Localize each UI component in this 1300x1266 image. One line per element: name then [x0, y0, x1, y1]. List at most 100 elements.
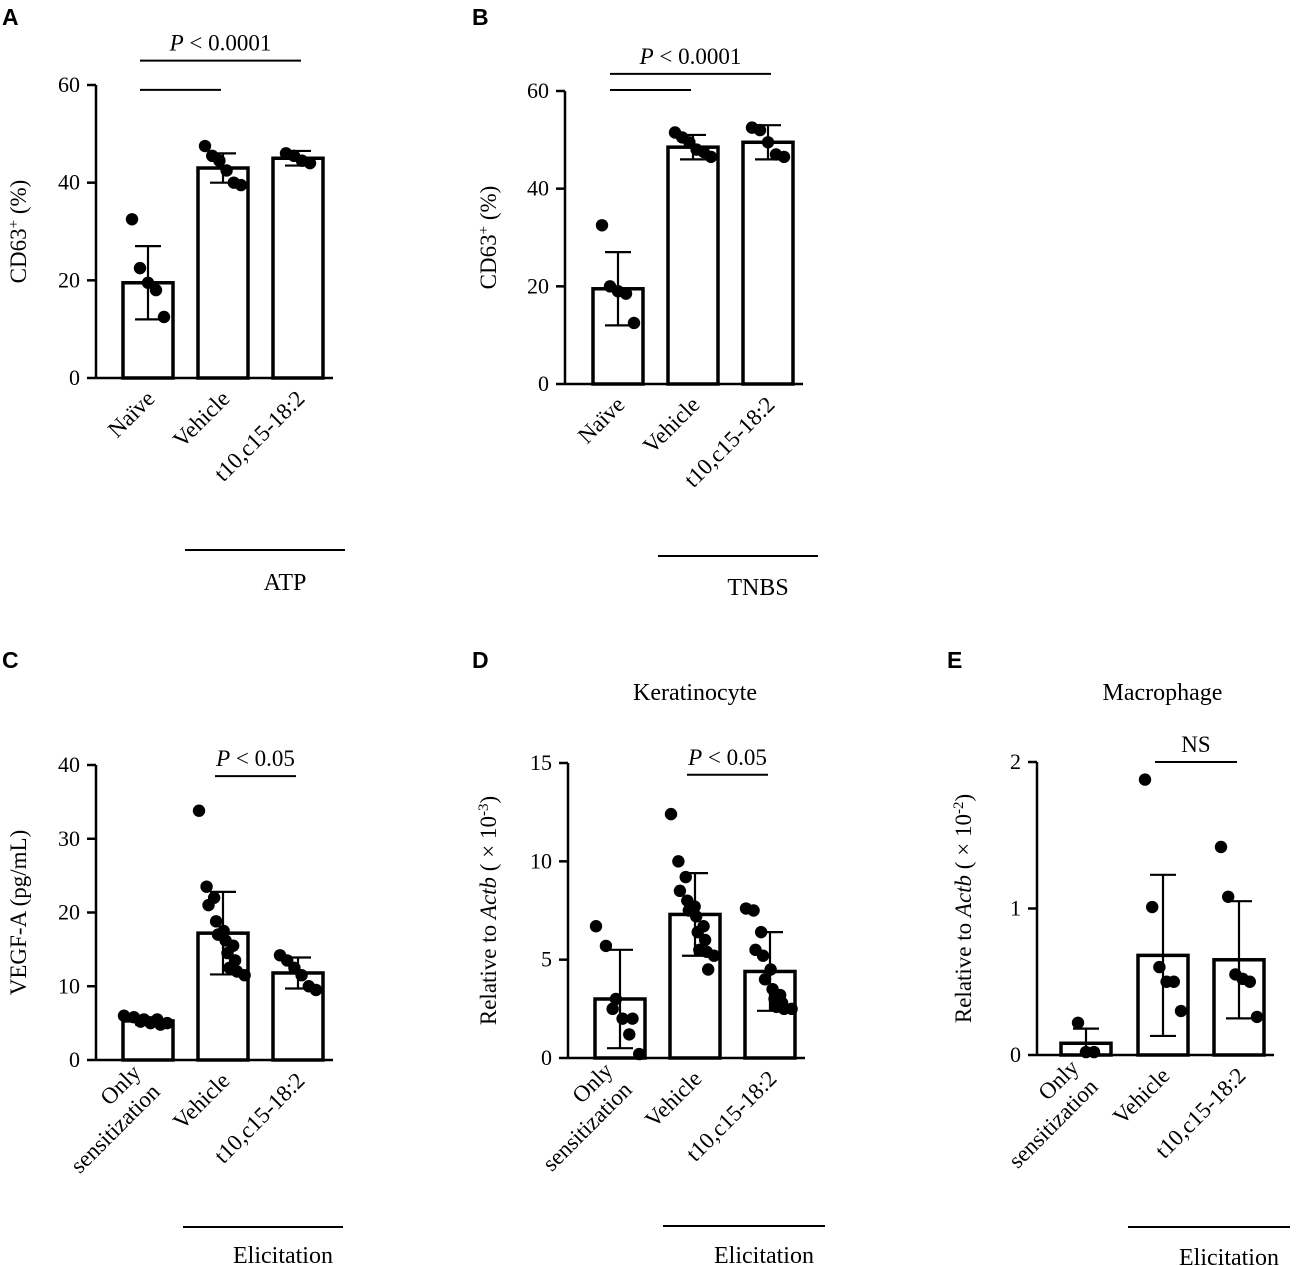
data-point: [1138, 773, 1152, 786]
data-point: [691, 925, 704, 939]
data-point: [1146, 900, 1159, 914]
y-axis-label-part: Actb: [476, 877, 501, 921]
data-point: [753, 123, 767, 137]
y-axis-label-sup: +: [476, 226, 492, 234]
y-axis-label-part: Relative to: [476, 919, 501, 1025]
data-point: [161, 1016, 174, 1030]
data-point: [606, 1002, 619, 1016]
x-category-label: Vehicle: [638, 392, 704, 458]
x-category-label: Naïve: [103, 386, 160, 443]
x-category-label: Vehicle: [640, 1066, 706, 1132]
x-category-label: Vehicle: [168, 386, 234, 452]
group-label: TNBS: [727, 575, 788, 601]
data-point: [303, 156, 317, 170]
data-point: [679, 870, 692, 884]
panel-d: D Keratinocyte 0 5 10 15 Relative to Actb ( × …: [472, 647, 825, 1266]
data-point: [213, 154, 226, 167]
data-point: [764, 963, 777, 976]
significance-label: P < 0.05: [687, 745, 767, 770]
y-tick-label: 2: [1010, 749, 1021, 774]
data-point: [707, 949, 721, 962]
y-axis-label-sup: +: [6, 220, 22, 228]
significance-p: P: [639, 44, 654, 69]
y-axis-label-part: ( × 10: [951, 814, 976, 875]
significance-value: < 0.05: [702, 745, 767, 770]
data-point: [1087, 1045, 1101, 1059]
y-tick-label: 0: [69, 1047, 80, 1072]
panel-c: C 0 10 20 30 40 VEGF-A (pg/mL) Onlysensitizatio…: [2, 647, 343, 1266]
y-axis-label: VEGF-A (pg/mL): [6, 830, 31, 995]
significance-label: P < 0.0001: [639, 44, 742, 69]
data-point: [133, 261, 147, 275]
y-tick-label: 15: [530, 750, 552, 775]
data-point: [627, 316, 641, 330]
group-label: Elicitation: [1179, 1245, 1279, 1266]
data-point: [192, 804, 206, 817]
significance-value: < 0.0001: [654, 44, 742, 69]
data-point: [754, 925, 768, 939]
y-axis-label: Relative to Actb ( × 10-2): [951, 794, 976, 1023]
y-tick-label: 0: [1010, 1042, 1021, 1067]
x-category-label: Onlysensitization: [47, 1060, 165, 1178]
y-axis-label-part: ): [476, 796, 501, 804]
significance-p: P: [169, 31, 184, 56]
significance-value: < 0.0001: [184, 31, 272, 56]
data-point: [704, 150, 718, 164]
x-category-line: Vehicle: [168, 1068, 234, 1134]
data-point: [761, 136, 775, 149]
x-category-line: Vehicle: [1108, 1063, 1174, 1129]
data-point: [125, 213, 139, 226]
y-tick-label: 40: [58, 170, 80, 195]
y-axis-label-part: Relative to: [951, 917, 976, 1023]
significance-p: P: [215, 746, 230, 771]
x-category-label: Vehicle: [1108, 1063, 1174, 1129]
data-point: [673, 884, 687, 898]
data-point: [149, 283, 163, 297]
data-point: [198, 139, 212, 153]
x-category-line: Naïve: [573, 392, 630, 449]
panel-label: E: [947, 647, 962, 673]
data-point: [141, 276, 155, 289]
data-point: [690, 910, 703, 923]
x-category-label: Vehicle: [168, 1068, 234, 1134]
data-point: [589, 920, 603, 933]
y-tick-label: 60: [58, 72, 80, 97]
data-point: [209, 915, 223, 928]
x-category-label: Onlysensitization: [985, 1055, 1103, 1173]
data-point: [220, 164, 233, 177]
y-tick-label: 0: [538, 371, 549, 396]
y-axis-label-sup: -2: [951, 802, 967, 815]
data-point: [1214, 840, 1228, 854]
data-point: [1243, 975, 1257, 988]
bar: [196, 166, 250, 380]
group-label: Elicitation: [714, 1243, 814, 1266]
data-point: [134, 1015, 147, 1028]
data-point: [295, 968, 308, 982]
data-point: [758, 973, 772, 986]
y-tick-label: 10: [530, 848, 552, 873]
x-category-label: Naïve: [573, 392, 630, 449]
x-category-label: Onlysensitization: [519, 1058, 637, 1176]
y-axis-label-part: CD63: [476, 234, 501, 289]
y-tick-label: 0: [541, 1045, 552, 1070]
y-tick-label: 0: [69, 365, 80, 390]
significance-p: P: [687, 745, 702, 770]
y-tick-label: 40: [527, 176, 549, 201]
data-point: [698, 933, 712, 947]
y-tick-label: 20: [527, 273, 549, 298]
y-tick-label: 20: [58, 900, 80, 925]
y-tick-label: 60: [527, 78, 549, 103]
data-point: [117, 1009, 131, 1022]
group-label: ATP: [264, 570, 307, 596]
data-point: [672, 855, 685, 868]
data-point: [309, 983, 323, 997]
y-axis-label-part: ( × 10: [476, 816, 501, 877]
data-point: [599, 939, 613, 953]
data-point: [664, 807, 678, 821]
y-tick-label: 40: [58, 752, 80, 777]
significance-value: NS: [1181, 732, 1210, 757]
data-point: [234, 178, 248, 192]
y-axis-label: Relative to Actb ( × 10-3): [476, 796, 501, 1025]
